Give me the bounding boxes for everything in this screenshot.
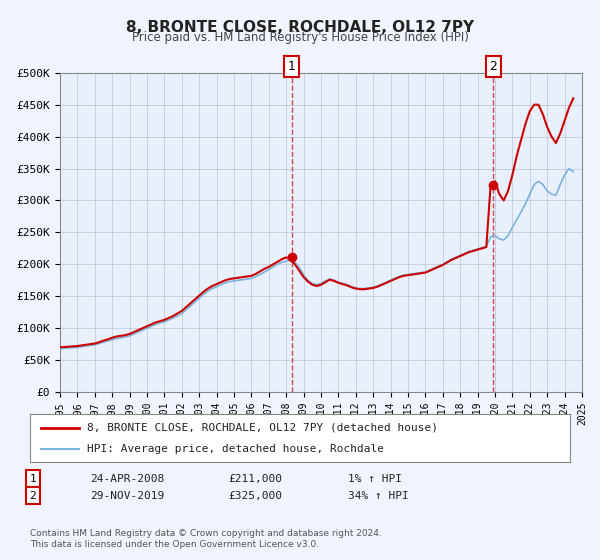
Text: 1% ↑ HPI: 1% ↑ HPI — [348, 474, 402, 484]
Text: 2: 2 — [490, 60, 497, 73]
Text: 8, BRONTE CLOSE, ROCHDALE, OL12 7PY (detached house): 8, BRONTE CLOSE, ROCHDALE, OL12 7PY (det… — [86, 423, 438, 433]
Text: 8, BRONTE CLOSE, ROCHDALE, OL12 7PY: 8, BRONTE CLOSE, ROCHDALE, OL12 7PY — [126, 20, 474, 35]
Text: HPI: Average price, detached house, Rochdale: HPI: Average price, detached house, Roch… — [86, 444, 384, 454]
Text: 34% ↑ HPI: 34% ↑ HPI — [348, 491, 409, 501]
Text: 2: 2 — [29, 491, 37, 501]
Text: 24-APR-2008: 24-APR-2008 — [90, 474, 164, 484]
Text: 1: 1 — [29, 474, 37, 484]
Text: Price paid vs. HM Land Registry's House Price Index (HPI): Price paid vs. HM Land Registry's House … — [131, 31, 469, 44]
Text: £325,000: £325,000 — [228, 491, 282, 501]
Text: 1: 1 — [287, 60, 296, 73]
Text: Contains HM Land Registry data © Crown copyright and database right 2024.
This d: Contains HM Land Registry data © Crown c… — [30, 529, 382, 549]
Text: £211,000: £211,000 — [228, 474, 282, 484]
Text: 29-NOV-2019: 29-NOV-2019 — [90, 491, 164, 501]
